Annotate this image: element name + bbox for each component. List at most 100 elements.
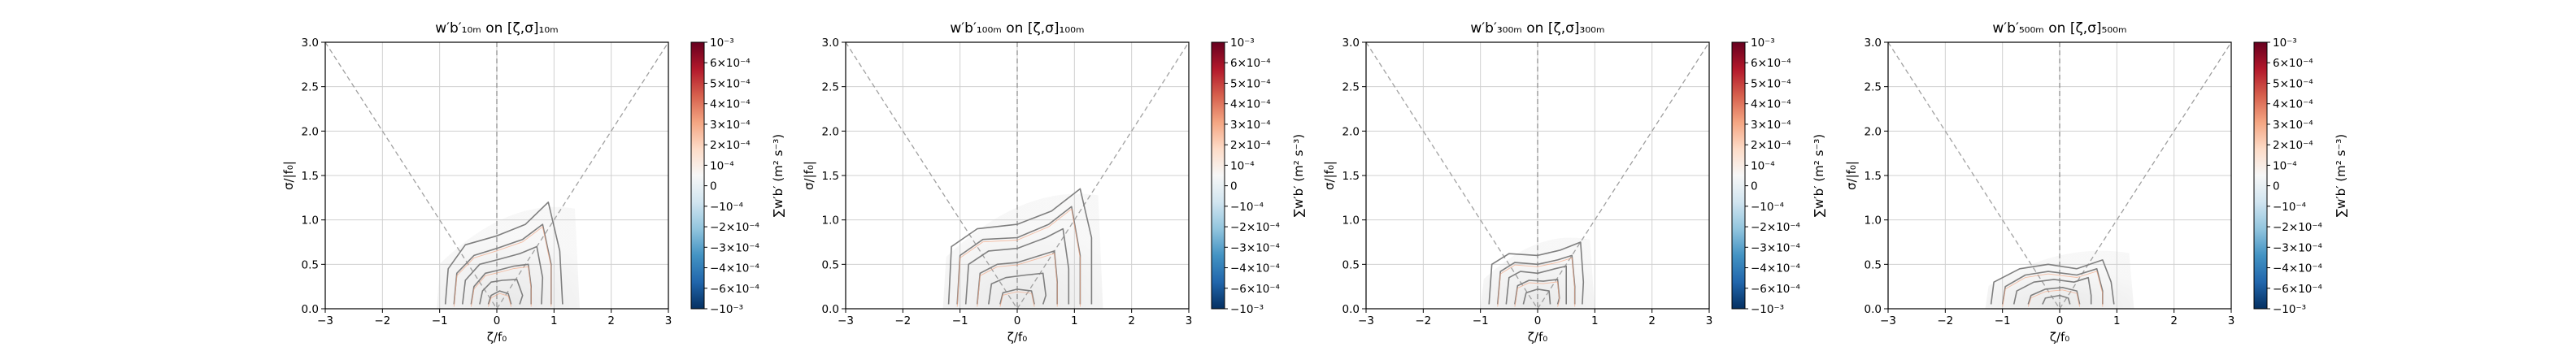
panel-4: −3 −2 −1 0 1 2 3 0.0 0.5 1.0 1.5 2.0 2.5 3.0 w′b′₅₀₀ₘ … xyxy=(1844,20,2348,344)
y-tick-label: 0.5 xyxy=(822,258,839,271)
contour-line xyxy=(1505,265,1567,305)
y-tick-label: 3.0 xyxy=(302,37,319,50)
contour-line xyxy=(462,245,544,305)
colorbar-tick-label: −6×10⁻⁴ xyxy=(2273,283,2322,296)
x-axis-label: ζ/f₀ xyxy=(487,330,507,344)
contour-line-positive xyxy=(999,291,1035,307)
colorbar-tick-label: −3×10⁻⁴ xyxy=(2273,241,2322,254)
colorbar-tick-label: 5×10⁻⁴ xyxy=(1751,77,1791,90)
colorbar-tick-label: 10⁻³ xyxy=(2273,37,2297,50)
contour-line xyxy=(2012,276,2092,305)
x-tick-label: 2 xyxy=(1648,314,1656,327)
contour-line xyxy=(1522,288,1551,305)
colorbar xyxy=(1211,41,1225,310)
colorbar-tick-label: 5×10⁻⁴ xyxy=(1230,77,1271,90)
colorbar-tick-label: 4×10⁻⁴ xyxy=(1230,98,1271,111)
panel-1: −3 −2 −1 0 1 2 3 0.0 0.5 1.0 1.5 2.0 2.5 3.0 w′b′₁₀ₘ o… xyxy=(281,20,785,344)
colorbar-tick-label: −3×10⁻⁴ xyxy=(1230,241,1280,254)
colorbar-tick-label: 4×10⁻⁴ xyxy=(2273,98,2313,111)
colorbar-tick-label: −6×10⁻⁴ xyxy=(710,283,759,296)
colorbar-tick-label: −2×10⁻⁴ xyxy=(1230,221,1280,234)
y-axis-label: σ/|f₀| xyxy=(1844,161,1859,190)
colorbar-tick-label: 2×10⁻⁴ xyxy=(1751,139,1791,152)
chart-title: w′b′₁₀₀ₘ on [ζ,σ]₁₀₀ₘ xyxy=(950,20,1084,37)
colorbar-tick-label: −10⁻³ xyxy=(1230,303,1264,316)
y-tick-label: 2.0 xyxy=(822,125,839,138)
chart-title: w′b′₃₀₀ₘ on [ζ,σ]₃₀₀ₘ xyxy=(1470,20,1604,37)
x-axis-label: ζ/f₀ xyxy=(1528,330,1548,344)
colorbar-tick-label: 10⁻³ xyxy=(1751,37,1775,50)
contour-line-positive xyxy=(488,292,512,307)
colorbar-tick-label: 6×10⁻⁴ xyxy=(1751,57,1791,70)
contour-line-positive xyxy=(2002,271,2104,307)
x-tick-label: −1 xyxy=(1995,314,2011,327)
contour-line xyxy=(988,272,1046,305)
contour-line xyxy=(453,223,552,305)
colorbar-tick-label: −4×10⁻⁴ xyxy=(1751,262,1800,275)
reference-line xyxy=(1016,41,1190,310)
colorbar-tick-label: 6×10⁻⁴ xyxy=(710,57,751,70)
colorbar-tick-label: −10⁻³ xyxy=(710,303,743,316)
colorbar-label: ∑w′b′ (m² s⁻³) xyxy=(1812,134,1826,217)
contour-line-positive xyxy=(470,266,532,307)
x-tick-label: −1 xyxy=(432,314,448,327)
colorbar-tick-label: 6×10⁻⁴ xyxy=(2273,57,2313,70)
y-tick-label: 1.0 xyxy=(302,214,319,228)
x-tick-label: 1 xyxy=(2113,314,2121,327)
reference-line xyxy=(1365,41,1538,310)
y-axis-label: σ/|f₀| xyxy=(802,161,816,190)
density-shading xyxy=(942,193,1103,309)
colorbar-tick-label: −10⁻⁴ xyxy=(1751,201,1784,214)
y-tick-label: 2.5 xyxy=(1342,81,1360,94)
colorbar-tick-label: −6×10⁻⁴ xyxy=(1751,283,1800,296)
contour-line xyxy=(2001,268,2104,305)
colorbar-tick-label: −4×10⁻⁴ xyxy=(2273,262,2322,275)
x-tick-label: 1 xyxy=(1591,314,1599,327)
chart-title: w′b′₁₀ₘ on [ζ,σ]₁₀ₘ xyxy=(435,20,559,37)
y-tick-label: 1.0 xyxy=(1342,214,1360,228)
y-tick-label: 3.0 xyxy=(1865,37,1882,50)
x-tick-label: −3 xyxy=(1358,314,1374,327)
contour-line xyxy=(487,290,512,305)
y-axis-label: σ/|f₀| xyxy=(1322,161,1337,190)
y-tick-label: 2.5 xyxy=(822,81,839,94)
x-tick-label: 2 xyxy=(1128,314,1135,327)
colorbar-tick-label: 0 xyxy=(2273,180,2280,193)
colorbar-tick-label: −3×10⁻⁴ xyxy=(710,241,759,254)
contour-line xyxy=(1488,241,1585,305)
x-axis-label: ζ/f₀ xyxy=(2050,330,2070,344)
chart-title: w′b′₅₀₀ₘ on [ζ,σ]₅₀₀ₘ xyxy=(1992,20,2126,37)
x-tick-label: −2 xyxy=(1937,314,1953,327)
contour-line-positive xyxy=(453,226,552,307)
y-tick-label: 0.5 xyxy=(302,258,319,271)
colorbar-tick-label: 5×10⁻⁴ xyxy=(710,77,751,90)
colorbar-tick-label: 10⁻⁴ xyxy=(710,159,734,172)
colorbar-tick-label: 2×10⁻⁴ xyxy=(1230,139,1271,152)
contour-line xyxy=(947,188,1093,305)
y-tick-label: 0.0 xyxy=(1865,303,1882,316)
colorbar-tick-label: −10⁻⁴ xyxy=(710,201,743,214)
colorbar-tick-label: 0 xyxy=(1230,180,1238,193)
colorbar-tick-label: 3×10⁻⁴ xyxy=(1751,119,1791,132)
y-tick-label: 0.5 xyxy=(1342,258,1360,271)
x-tick-label: 0 xyxy=(1014,314,1021,327)
colorbar-tick-label: −10⁻³ xyxy=(1751,303,1784,316)
y-tick-label: 2.0 xyxy=(1865,125,1882,138)
x-tick-label: −1 xyxy=(1473,314,1489,327)
colorbar-label: ∑w′b′ (m² s⁻³) xyxy=(771,134,785,217)
x-axis-label: ζ/f₀ xyxy=(1007,330,1028,344)
contour-line-positive xyxy=(956,208,1081,307)
y-axis-label: σ/|f₀| xyxy=(281,161,296,190)
panel-3: −3 −2 −1 0 1 2 3 0.0 0.5 1.0 1.5 2.0 2.5 3.0 w′b′₃₀₀ₘ … xyxy=(1322,20,1826,344)
x-tick-label: 3 xyxy=(665,314,672,327)
x-tick-label: 2 xyxy=(2170,314,2178,327)
contour-line xyxy=(2042,294,2071,305)
y-tick-label: 0.0 xyxy=(822,303,839,316)
y-tick-label: 1.0 xyxy=(822,214,839,228)
colorbar-label: ∑w′b′ (m² s⁻³) xyxy=(2334,134,2348,217)
colorbar-tick-label: −10⁻³ xyxy=(2273,303,2306,316)
colorbar-tick-label: 0 xyxy=(1751,180,1758,193)
colorbar-tick-label: 4×10⁻⁴ xyxy=(1751,98,1791,111)
colorbar xyxy=(2253,41,2268,310)
